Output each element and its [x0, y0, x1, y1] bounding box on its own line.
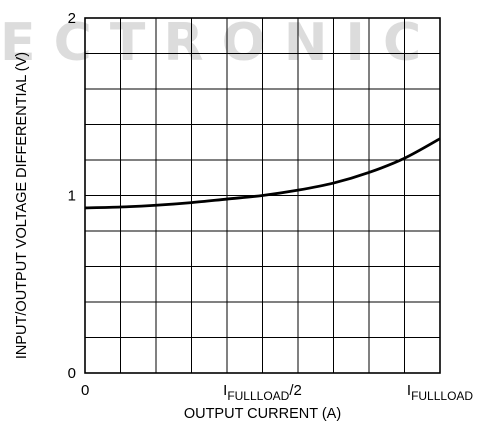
- y-tick-label: 0: [68, 365, 76, 382]
- series-curves: [84, 137, 441, 210]
- y-tick-label: 1: [68, 188, 76, 205]
- x-tick-label: 0: [81, 382, 89, 399]
- y-axis-label: INPUT/OUTPUT VOLTAGE DIFFERENTIAL (V): [14, 52, 30, 359]
- x-tick-labels: 0 IFULLLOAD/2 IFULLLOAD: [81, 382, 473, 403]
- plot-frame: [84, 17, 441, 374]
- x-axis-label: OUTPUT CURRENT (A): [184, 406, 341, 422]
- y-tick-labels: 0 1 2: [68, 10, 76, 382]
- x-tick-label: IFULLLOAD/2: [223, 382, 302, 403]
- watermark-text: E C T R O N I C: [0, 13, 421, 73]
- series-line-0: [84, 137, 441, 210]
- x-tick-label: IFULLLOAD: [407, 382, 474, 403]
- y-tick-label: 2: [68, 10, 76, 27]
- grid-lines: [85, 18, 440, 373]
